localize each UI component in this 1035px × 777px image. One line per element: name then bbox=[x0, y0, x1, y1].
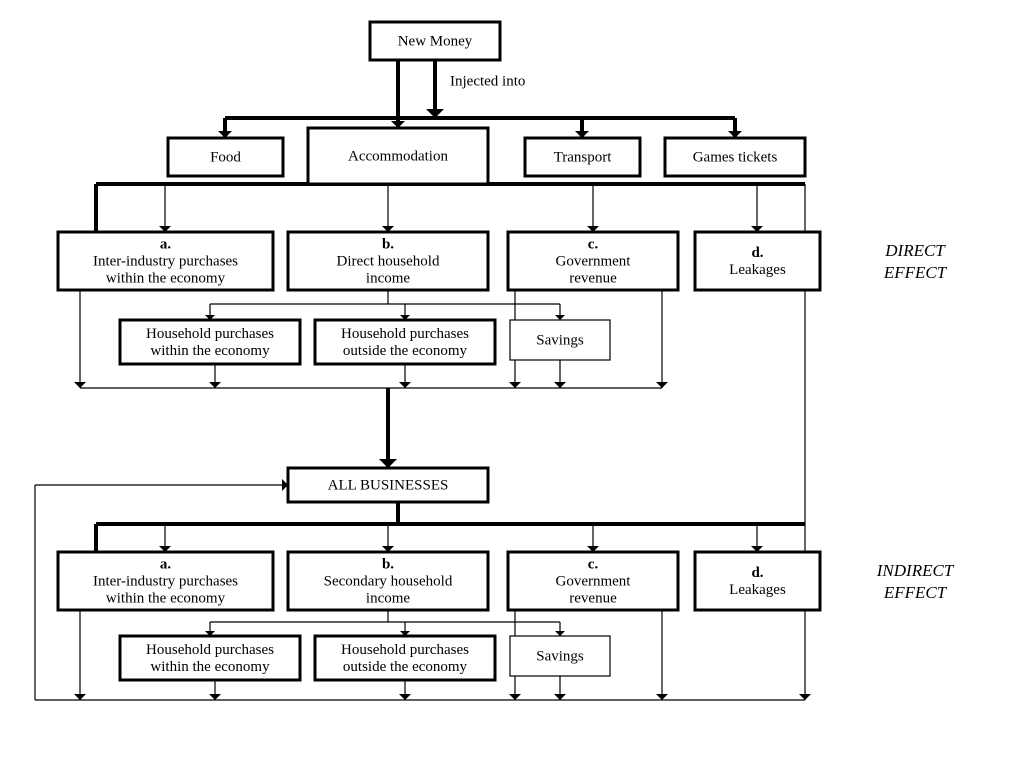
node-text: Government bbox=[556, 573, 632, 589]
node-text: Food bbox=[210, 149, 241, 165]
node-text: Leakages bbox=[729, 262, 786, 278]
node-text: within the economy bbox=[106, 270, 226, 286]
node-text: Household purchases bbox=[146, 326, 274, 342]
node-i_d: d.Leakages bbox=[695, 552, 820, 610]
node-text: a. bbox=[160, 236, 172, 252]
node-food: Food bbox=[168, 138, 283, 176]
node-games_tickets: Games tickets bbox=[665, 138, 805, 176]
node-i_c: c.Governmentrevenue bbox=[508, 552, 678, 610]
node-hp_in_2: Household purchaseswithin the economy bbox=[120, 636, 300, 680]
node-transport: Transport bbox=[525, 138, 640, 176]
edge-label-injected: Injected into bbox=[450, 73, 525, 89]
node-savings_1: Savings bbox=[510, 320, 610, 360]
node-text: New Money bbox=[398, 33, 473, 49]
node-text: Games tickets bbox=[693, 149, 778, 165]
node-text: Savings bbox=[536, 332, 584, 348]
node-hp_in_1: Household purchaseswithin the economy bbox=[120, 320, 300, 364]
node-text: Secondary household bbox=[324, 573, 453, 589]
node-text: revenue bbox=[569, 590, 617, 606]
node-text: Household purchases bbox=[341, 326, 469, 342]
node-text: Transport bbox=[554, 149, 613, 165]
node-text: b. bbox=[382, 556, 394, 572]
node-text: income bbox=[366, 590, 410, 606]
node-text: revenue bbox=[569, 270, 617, 286]
node-text: c. bbox=[588, 236, 599, 252]
node-i_b: b.Secondary householdincome bbox=[288, 552, 488, 610]
node-d_a: a.Inter-industry purchaseswithin the eco… bbox=[58, 232, 273, 290]
side-label-indirect: INDIRECT bbox=[876, 561, 955, 580]
node-text: within the economy bbox=[150, 343, 270, 359]
node-text: Inter-industry purchases bbox=[93, 253, 238, 269]
node-text: outside the economy bbox=[343, 343, 468, 359]
node-d_b: b.Direct householdincome bbox=[288, 232, 488, 290]
node-text: income bbox=[366, 270, 410, 286]
node-text: b. bbox=[382, 236, 394, 252]
node-hp_out_2: Household purchasesoutside the economy bbox=[315, 636, 495, 680]
node-i_a: a.Inter-industry purchaseswithin the eco… bbox=[58, 552, 273, 610]
side-label-direct: EFFECT bbox=[883, 263, 948, 282]
node-text: Government bbox=[556, 253, 632, 269]
side-label-direct: DIRECT bbox=[884, 241, 946, 260]
node-text: outside the economy bbox=[343, 659, 468, 675]
node-new_money: New Money bbox=[370, 22, 500, 60]
node-text: Savings bbox=[536, 648, 584, 664]
node-text: a. bbox=[160, 556, 172, 572]
node-text: within the economy bbox=[150, 659, 270, 675]
node-text: d. bbox=[751, 245, 763, 261]
node-text: c. bbox=[588, 556, 599, 572]
node-text: Direct household bbox=[337, 253, 440, 269]
node-text: Household purchases bbox=[146, 642, 274, 658]
node-d_c: c.Governmentrevenue bbox=[508, 232, 678, 290]
node-d_d: d.Leakages bbox=[695, 232, 820, 290]
node-savings_2: Savings bbox=[510, 636, 610, 676]
node-text: Household purchases bbox=[341, 642, 469, 658]
node-text: within the economy bbox=[106, 590, 226, 606]
node-text: Leakages bbox=[729, 582, 786, 598]
node-text: Inter-industry purchases bbox=[93, 573, 238, 589]
node-text: Accommodation bbox=[348, 148, 448, 164]
node-hp_out_1: Household purchasesoutside the economy bbox=[315, 320, 495, 364]
node-all_biz: ALL BUSINESSES bbox=[288, 468, 488, 502]
node-text: ALL BUSINESSES bbox=[328, 477, 449, 493]
flowchart-canvas: New Money Food Accommodation Transport Games… bbox=[0, 0, 1035, 777]
side-label-indirect: EFFECT bbox=[883, 583, 948, 602]
node-text: d. bbox=[751, 565, 763, 581]
node-accommodation: Accommodation bbox=[308, 128, 488, 184]
